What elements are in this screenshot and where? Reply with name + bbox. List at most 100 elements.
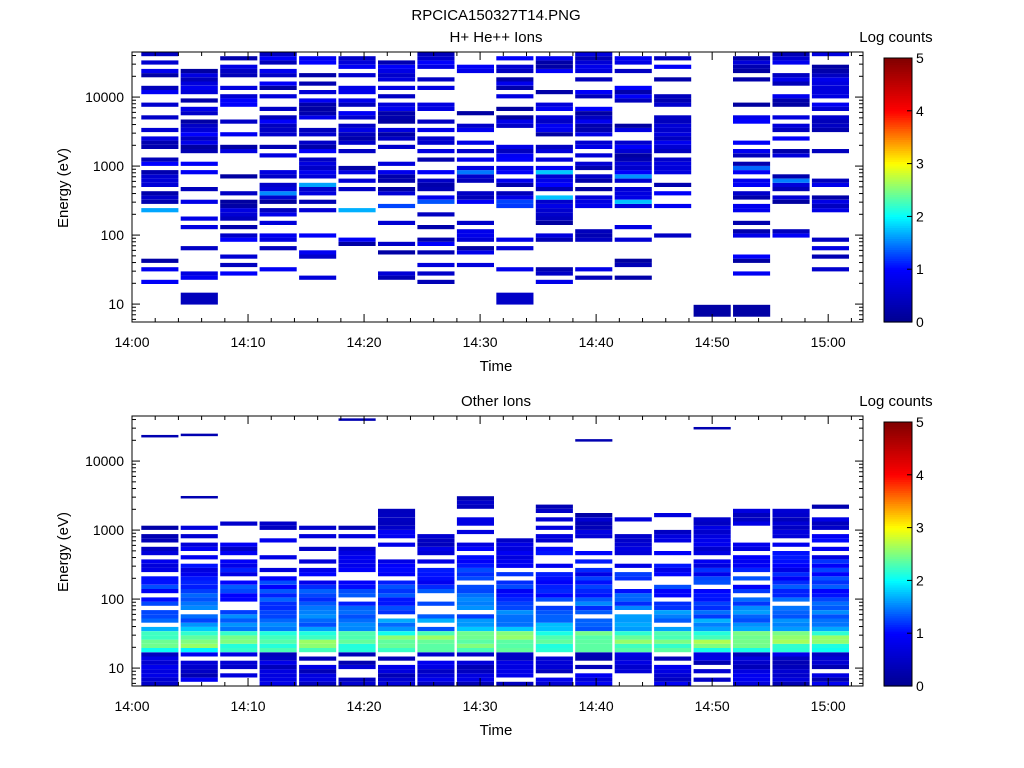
spectrogram-cell [378, 85, 416, 90]
spectrogram-cell [417, 673, 455, 678]
spectrogram-cell [733, 601, 771, 606]
colorbar-swatch [884, 253, 912, 257]
spectrogram-cell [299, 643, 337, 648]
spectrogram-cell [811, 123, 849, 128]
colorbar-swatch [884, 137, 912, 140]
spectrogram-cell [456, 250, 494, 255]
spectrogram-cell [496, 195, 534, 200]
spectrogram-cell [417, 681, 455, 686]
spectrogram-cell [378, 618, 416, 623]
spectrogram-cell [259, 195, 297, 200]
spectrogram-cell [180, 216, 218, 221]
spectrogram-cell [456, 631, 494, 636]
spectrogram-cell [220, 68, 258, 74]
spectrogram-cell [733, 656, 771, 661]
spectrogram-cell [772, 580, 810, 585]
spectrogram-cell [575, 56, 613, 61]
spectrogram-cell [141, 279, 179, 284]
spectrogram-cell [811, 534, 849, 539]
spectrogram-cell [535, 271, 573, 276]
spectrogram-cell [220, 119, 258, 124]
spectrogram-cell [654, 529, 692, 535]
colorbar-swatch [884, 549, 912, 553]
spectrogram-cell [299, 250, 337, 255]
spectrogram-cell [811, 195, 849, 200]
spectrogram-cell [220, 631, 258, 636]
spectrogram-cell [456, 191, 494, 196]
spectrogram-cell [338, 525, 376, 530]
spectrogram-cell [378, 593, 416, 598]
spectrogram-cell [535, 220, 573, 225]
spectrogram-cell [811, 622, 849, 627]
spectrogram-cell [378, 622, 416, 627]
colorbar-swatch [884, 229, 912, 233]
spectrogram-cell [575, 559, 613, 564]
spectrogram-cell [733, 643, 771, 648]
spectrogram-cell [259, 246, 297, 251]
x-tick-label: 14:50 [695, 334, 730, 350]
spectrogram-cell [496, 123, 534, 128]
spectrogram-cell [535, 656, 573, 661]
spectrogram-cell [772, 567, 810, 573]
spectrogram-cell [299, 534, 337, 539]
spectrogram-cell [259, 656, 297, 661]
spectrogram-cell [259, 567, 297, 573]
spectrogram-cell [733, 559, 771, 564]
spectrogram-cell [378, 669, 416, 674]
spectrogram-cell [338, 610, 376, 615]
colorbar-swatch [884, 174, 912, 178]
spectrogram-cell [180, 572, 218, 577]
colorbar-tick-label: 3 [916, 156, 924, 172]
colorbar-swatch [884, 514, 912, 518]
spectrogram-cell [535, 203, 573, 209]
colorbar-swatch [884, 593, 912, 597]
spectrogram-cell [180, 652, 218, 657]
colorbar-swatch [884, 571, 912, 575]
spectrogram-cell [338, 534, 376, 539]
spectrogram-cell [496, 652, 534, 657]
spectrogram-cell [772, 669, 810, 674]
spectrogram-cell [772, 589, 810, 594]
colorbar-swatch [884, 73, 912, 77]
colorbar-swatch [884, 576, 912, 579]
colorbar-swatch [884, 86, 912, 90]
spectrogram-cell [417, 534, 455, 539]
spectrogram-cell [456, 64, 494, 69]
colorbar-swatch [884, 683, 912, 687]
colorbar-swatch [884, 130, 912, 134]
spectrogram-cell [535, 237, 573, 242]
spectrogram-cell [220, 643, 258, 648]
colorbar-swatch [884, 582, 912, 586]
spectrogram-cell [693, 567, 731, 573]
colorbar-swatch [884, 64, 912, 68]
colorbar-swatch [884, 681, 912, 685]
colorbar-swatch [884, 313, 912, 316]
spectrogram-cell [811, 567, 849, 573]
spectrogram-cell [654, 132, 692, 137]
spectrogram-cell [535, 639, 573, 644]
spectrogram-cell [299, 664, 337, 670]
colorbar-swatch [884, 481, 912, 485]
colorbar-swatch [884, 435, 912, 438]
spectrogram-cell [378, 610, 416, 615]
spectrogram-cell [693, 521, 731, 526]
spectrogram-cell [811, 90, 849, 95]
spectrogram-cell [733, 513, 771, 518]
spectrogram-cell [575, 593, 613, 598]
colorbar-swatch [884, 562, 912, 566]
colorbar-swatch [884, 642, 912, 645]
spectrogram-cell [180, 618, 218, 623]
spectrogram-cell [456, 165, 494, 171]
colorbar-swatch [884, 66, 912, 70]
spectrogram-cell [772, 626, 810, 632]
spectrogram-cell [378, 220, 416, 225]
colorbar-swatch [884, 551, 912, 555]
colorbar-swatch [884, 646, 912, 650]
spectrogram-cell [811, 208, 849, 213]
colorbar-frame [883, 57, 913, 323]
spectrogram-cell [614, 576, 652, 581]
x-tick-label: 14:40 [579, 698, 614, 714]
colorbar-swatch [884, 494, 912, 498]
spectrogram-cell [496, 144, 534, 149]
spectrogram-cell [338, 208, 376, 213]
